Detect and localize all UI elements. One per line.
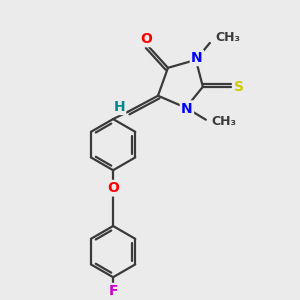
Text: CH₃: CH₃ bbox=[216, 32, 241, 44]
Text: N: N bbox=[181, 102, 193, 116]
Text: F: F bbox=[108, 284, 118, 298]
Text: H: H bbox=[113, 100, 125, 114]
Text: O: O bbox=[107, 181, 119, 195]
Text: O: O bbox=[140, 32, 152, 46]
Text: S: S bbox=[234, 80, 244, 94]
Text: CH₃: CH₃ bbox=[212, 115, 237, 128]
Text: N: N bbox=[191, 51, 203, 65]
